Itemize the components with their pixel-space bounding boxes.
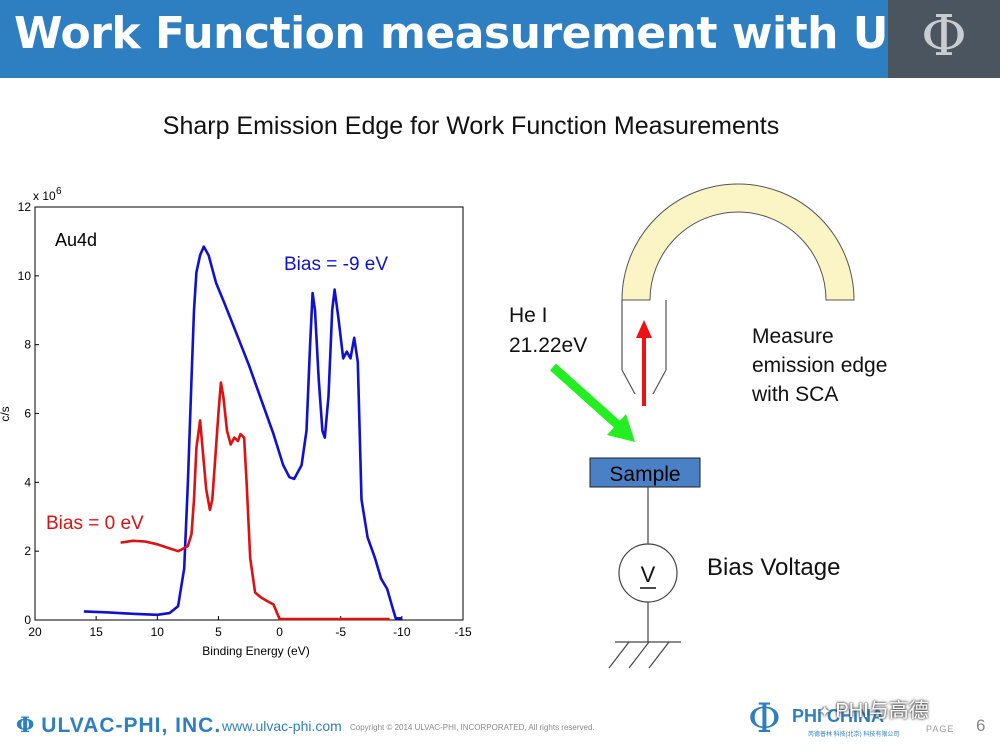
footer-url: www.ulvac-phi.com <box>222 718 342 734</box>
sample-box <box>589 457 701 488</box>
phi-china-text: PHI CHINA <box>792 706 885 726</box>
y-tick-label: 4 <box>24 475 31 489</box>
source-label-line1: He I <box>509 304 548 327</box>
title-bar: Work Function measurement with UPS <box>0 0 951 78</box>
series-line-bias-minus9 <box>83 245 402 620</box>
y-exponent-value: 6 <box>56 186 62 197</box>
slide-subtitle: Sharp Emission Edge for Work Function Me… <box>162 112 780 140</box>
y-tick-label: 0 <box>24 613 31 627</box>
y-tick-label: 2 <box>24 544 31 558</box>
y-tick-label: 6 <box>24 407 31 421</box>
electron-arrow <box>636 320 652 406</box>
measure-label-line1: Measure <box>752 325 834 348</box>
phi-china-logo-icon: Φ <box>748 696 781 742</box>
photon-arrow <box>550 363 635 442</box>
annotation-bias-minus9: Bias = -9 eV <box>284 254 388 275</box>
sample-label: Sample <box>609 463 680 486</box>
source-label-line2: 21.22eV <box>509 334 587 357</box>
brand-name: ULVAC-PHI, INC. <box>41 714 222 737</box>
ups-spectrum-chart: x 10 6 20 15 10 5 0 -5 -10 -15 0 2 4 6 8 10 12 Au4d Bi… <box>0 186 472 658</box>
series-line-bias-0 <box>120 381 390 621</box>
axis-ticks: 20 15 10 5 0 -5 -10 -15 0 2 4 6 8 10 12 <box>18 200 472 639</box>
ground-icon <box>608 641 681 669</box>
x-tick-label: 20 <box>28 625 42 639</box>
y-exponent-label: x 10 <box>33 189 56 203</box>
x-tick-label: -15 <box>454 625 472 639</box>
x-tick-label: 5 <box>215 625 222 639</box>
y-tick-label: 8 <box>24 338 31 352</box>
y-tick-label: 12 <box>18 200 32 214</box>
ulvac-phi-brand: Φ ULVAC-PHI, INC. <box>16 712 221 738</box>
y-tick-label: 10 <box>18 269 32 283</box>
phi-logo-icon: Φ <box>921 4 967 69</box>
series-lines <box>83 245 402 621</box>
x-tick-label: -10 <box>393 625 411 639</box>
analyzer-hemisphere <box>621 183 855 301</box>
wechat-watermark: ✦ PHI与高德 <box>818 694 929 723</box>
x-tick-label: 15 <box>89 625 103 639</box>
x-tick-label: -5 <box>335 625 346 639</box>
measure-label-line2: emission edge <box>752 354 887 377</box>
page-number: 6 <box>976 716 986 735</box>
bias-voltage-label: Bias Voltage <box>707 554 840 581</box>
chat-bubble-icon: ✦ <box>818 704 832 721</box>
ups-setup-diagram: He I 21.22eV Measure emission edge with … <box>509 183 887 669</box>
page-label: PAGE <box>926 724 955 734</box>
header-logo: Φ <box>888 0 1000 78</box>
slide-title: Work Function measurement with UPS <box>14 8 951 59</box>
analyzer-entrance-left-taper <box>621 369 636 395</box>
watermark-text: PHI与高德 <box>835 700 929 722</box>
voltmeter-label: V <box>641 562 656 587</box>
x-axis-label: Binding Energy (eV) <box>202 644 309 658</box>
phi-china-logo: Φ PHI CHINA 芮德普林 科技(北京) 科技有限公司 <box>748 696 928 742</box>
analyzer-entrance-right-taper <box>652 369 667 395</box>
x-tick-label: 10 <box>151 625 165 639</box>
sample-label: Au4d <box>55 230 97 250</box>
annotation-bias-0: Bias = 0 eV <box>46 513 144 534</box>
phi-china-subtext: 芮德普林 科技(北京) 科技有限公司 <box>808 732 900 738</box>
y-axis-label: c/s <box>0 406 12 421</box>
x-tick-label: 0 <box>276 625 283 639</box>
phi-brand-icon: Φ <box>16 712 36 737</box>
footer-copyright: Copyright © 2014 ULVAC-PHI, INCORPORATED… <box>350 723 595 732</box>
measure-label-line3: with SCA <box>751 383 838 406</box>
